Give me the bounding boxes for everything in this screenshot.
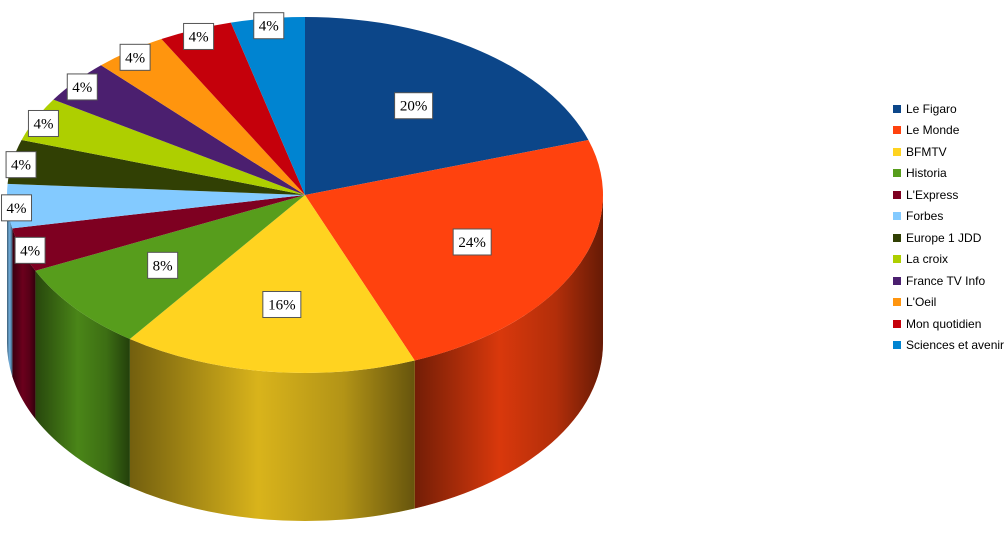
legend-item-la-croix: La croix [893,249,1004,271]
pie-side-walls [7,195,603,521]
pie-slice-l-oeil [101,39,305,195]
legend-label: Forbes [906,209,944,224]
side-wall-forbes [7,195,13,377]
legend-item-europe-1-jdd: Europe 1 JDD [893,227,1004,249]
legend-swatch [893,319,901,328]
pie-slice-forbes [7,183,305,229]
data-label-mon-quotidien: 4% [183,22,215,50]
data-label-la-croix: 4% [27,109,59,137]
legend-swatch [893,341,901,350]
legend-item-mon-quotidien: Mon quotidien [893,313,1004,335]
legend-item-l-express: L'Express [893,184,1004,206]
pie-slice-bfmtv [129,195,415,373]
legend-swatch [893,298,901,307]
pie-slice-le-figaro [305,17,589,195]
legend-swatch [893,169,901,178]
data-label-l-express: 4% [14,236,46,264]
legend-label: Historia [906,166,947,181]
data-label-france-tv-info: 4% [66,73,98,101]
data-label-text: 20% [400,99,428,115]
legend-item-france-tv-info: France TV Info [893,270,1004,292]
data-label-l-oeil: 4% [119,43,151,71]
legend-label: La croix [906,252,949,267]
legend-swatch [893,190,901,199]
legend-label: Mon quotidien [906,316,982,331]
side-wall-l-express [12,228,36,419]
data-label-text: 4% [72,80,92,96]
pie-slice-europe-1-jdd [7,139,305,195]
legend-item-le-figaro: Le Figaro [893,98,1004,120]
legend-label: L'Oeil [906,295,937,310]
pie-data-labels: 20% 24% 16% 8% 4% 4% 4% 4% 4% 4% 4% 4% [1,12,492,318]
pie-top-faces [7,17,603,373]
legend-swatch [893,126,901,135]
data-label-text: 16% [268,297,296,313]
legend-label: BFMTV [906,144,947,159]
data-label-text: 8% [153,258,173,274]
pie-slice-sciences-et-avenir [230,17,305,195]
data-label-text: 4% [33,116,53,132]
data-label-text: 4% [259,19,279,35]
legend-label: France TV Info [906,273,986,288]
legend-swatch [893,212,901,221]
data-label-europe-1-jdd: 4% [5,151,37,179]
data-label-historia: 8% [147,251,179,279]
legend-label: Le Monde [906,123,960,138]
side-wall-le-monde [414,195,603,509]
legend-item-l-oeil: L'Oeil [893,292,1004,314]
pie-slice-la-croix [21,99,306,195]
legend-label: Le Figaro [906,101,957,116]
data-label-le-monde: 24% [452,228,492,256]
legend: Le Figaro Le Monde BFMTV Historia L'Express F… [893,98,1004,356]
data-label-sciences-et-avenir: 4% [253,12,285,40]
data-label-text: 24% [458,235,486,251]
data-label-text: 4% [189,29,209,45]
legend-swatch [893,255,901,264]
legend-swatch [893,233,901,242]
legend-swatch [893,104,901,113]
pie-slice-mon-quotidien [161,22,305,196]
data-label-forbes: 4% [1,194,33,222]
data-label-text: 4% [7,201,27,217]
legend-swatch [893,147,901,156]
side-wall-bfmtv [129,339,415,521]
data-label-le-figaro: 20% [394,92,434,120]
data-label-text: 4% [125,50,145,66]
pie-slice-l-express [12,195,305,271]
data-label-text: 4% [20,243,40,259]
legend-swatch [893,276,901,285]
legend-label: L'Express [906,187,959,202]
side-wall-historia [35,270,130,488]
legend-item-sciences-et-avenir: Sciences et avenir [893,335,1004,357]
legend-label: Europe 1 JDD [906,230,982,245]
legend-item-bfmtv: BFMTV [893,141,1004,163]
legend-item-forbes: Forbes [893,206,1004,228]
pie-slice-france-tv-info [53,65,306,195]
legend-item-historia: Historia [893,163,1004,185]
legend-label: Sciences et avenir [906,338,1005,353]
data-label-bfmtv: 16% [262,290,302,318]
data-label-text: 4% [11,158,31,174]
legend-item-le-monde: Le Monde [893,120,1004,142]
